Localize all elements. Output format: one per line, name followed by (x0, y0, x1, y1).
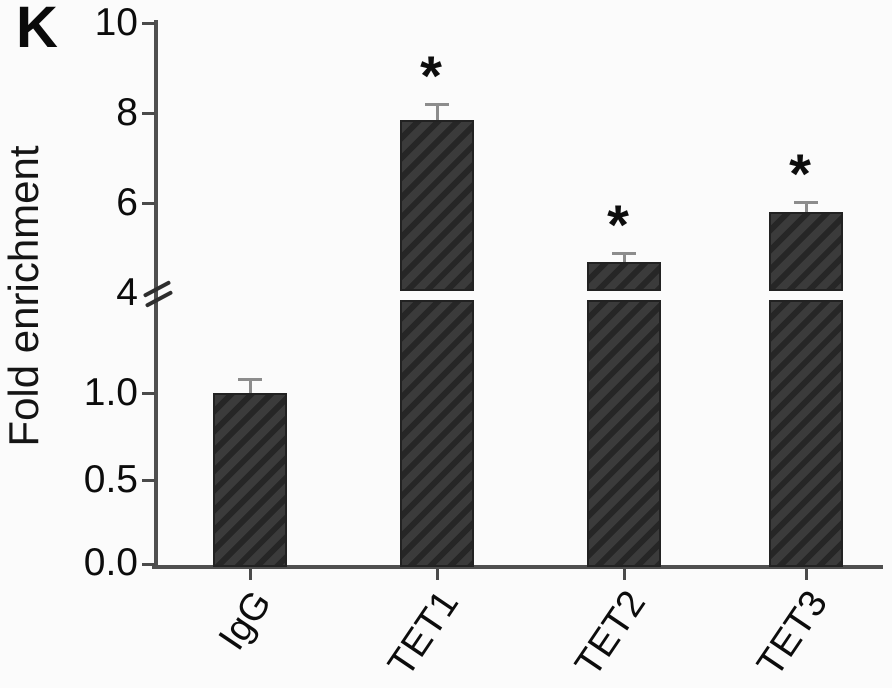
y-tick-label: 8 (116, 91, 138, 134)
y-tick (142, 202, 155, 205)
y-axis-title: Fold enrichment (0, 145, 47, 447)
x-tick (804, 569, 808, 580)
significance-asterisk: * (607, 192, 629, 256)
y-tick (142, 563, 155, 566)
significance-asterisk: * (420, 44, 442, 107)
y-tick (142, 112, 155, 115)
y-tick-label: 1.0 (83, 371, 138, 414)
bar (213, 393, 287, 567)
panel-label: K (16, 0, 58, 60)
y-tick (142, 392, 155, 395)
bar-upper-segment (587, 261, 661, 291)
bar-upper-segment (400, 119, 474, 291)
error-bar-cap (612, 251, 636, 255)
x-tick-label: TET1 (380, 583, 467, 684)
x-tick-label: IgG (210, 583, 280, 658)
x-tick (435, 569, 439, 580)
error-bar-cap (794, 201, 818, 205)
y-axis-spine (154, 20, 158, 568)
error-bar (804, 202, 808, 212)
x-tick (622, 569, 626, 580)
bar-upper-segment (769, 212, 843, 291)
error-bar (435, 104, 439, 120)
y-tick-label: 10 (94, 1, 138, 44)
x-tick (248, 569, 252, 580)
y-tick (142, 22, 155, 25)
x-tick-label: TET3 (749, 583, 836, 684)
x-axis-line (152, 565, 883, 569)
error-bar-cap (425, 103, 449, 106)
error-bar (622, 252, 626, 262)
y-tick-label: 0.5 (83, 457, 138, 501)
error-bar (248, 379, 252, 393)
significance-asterisk: * (789, 142, 811, 206)
error-bar-cap (238, 378, 262, 382)
bar-lower-segment (769, 300, 843, 567)
bar-lower-segment (400, 300, 474, 567)
y-tick-label: 6 (116, 181, 138, 224)
y-tick-label: 4 (116, 271, 138, 314)
bar-lower-segment (587, 300, 661, 567)
x-tick-label: TET2 (567, 583, 654, 684)
y-tick-label: 0.0 (83, 541, 138, 584)
y-tick (142, 478, 155, 482)
